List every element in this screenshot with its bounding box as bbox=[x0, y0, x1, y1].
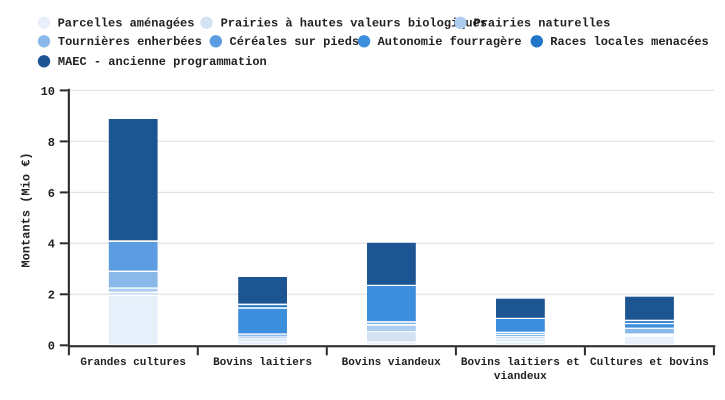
svg-text:Grandes cultures: Grandes cultures bbox=[80, 357, 186, 369]
svg-text:Bovins viandeux: Bovins viandeux bbox=[342, 357, 441, 369]
svg-text:Bovins laitiers: Bovins laitiers bbox=[213, 357, 312, 369]
svg-text:Prairies à hautes valeurs biol: Prairies à hautes valeurs biologiques bbox=[221, 17, 487, 31]
svg-text:Races locales menacées: Races locales menacées bbox=[550, 35, 708, 49]
svg-text:Prairies naturelles: Prairies naturelles bbox=[474, 17, 611, 31]
svg-text:4: 4 bbox=[48, 238, 55, 252]
svg-text:viandeux: viandeux bbox=[494, 371, 547, 383]
svg-text:0: 0 bbox=[48, 340, 55, 354]
svg-text:Tournières enherbées: Tournières enherbées bbox=[58, 35, 202, 49]
svg-text:2: 2 bbox=[48, 289, 55, 303]
svg-text:Autonomie fourragère: Autonomie fourragère bbox=[378, 35, 522, 49]
svg-text:Bovins laitiers et: Bovins laitiers et bbox=[461, 357, 580, 369]
svg-text:Montants (Mio €): Montants (Mio €) bbox=[19, 152, 33, 267]
svg-text:Parcelles aménagées: Parcelles aménagées bbox=[58, 17, 195, 31]
svg-text:Cultures et bovins: Cultures et bovins bbox=[590, 357, 709, 369]
svg-text:Céréales sur pieds: Céréales sur pieds bbox=[230, 35, 360, 49]
svg-text:10: 10 bbox=[41, 85, 55, 99]
svg-text:MAEC - ancienne programmation: MAEC - ancienne programmation bbox=[58, 55, 267, 69]
svg-text:8: 8 bbox=[48, 136, 55, 150]
svg-text:6: 6 bbox=[48, 187, 55, 201]
